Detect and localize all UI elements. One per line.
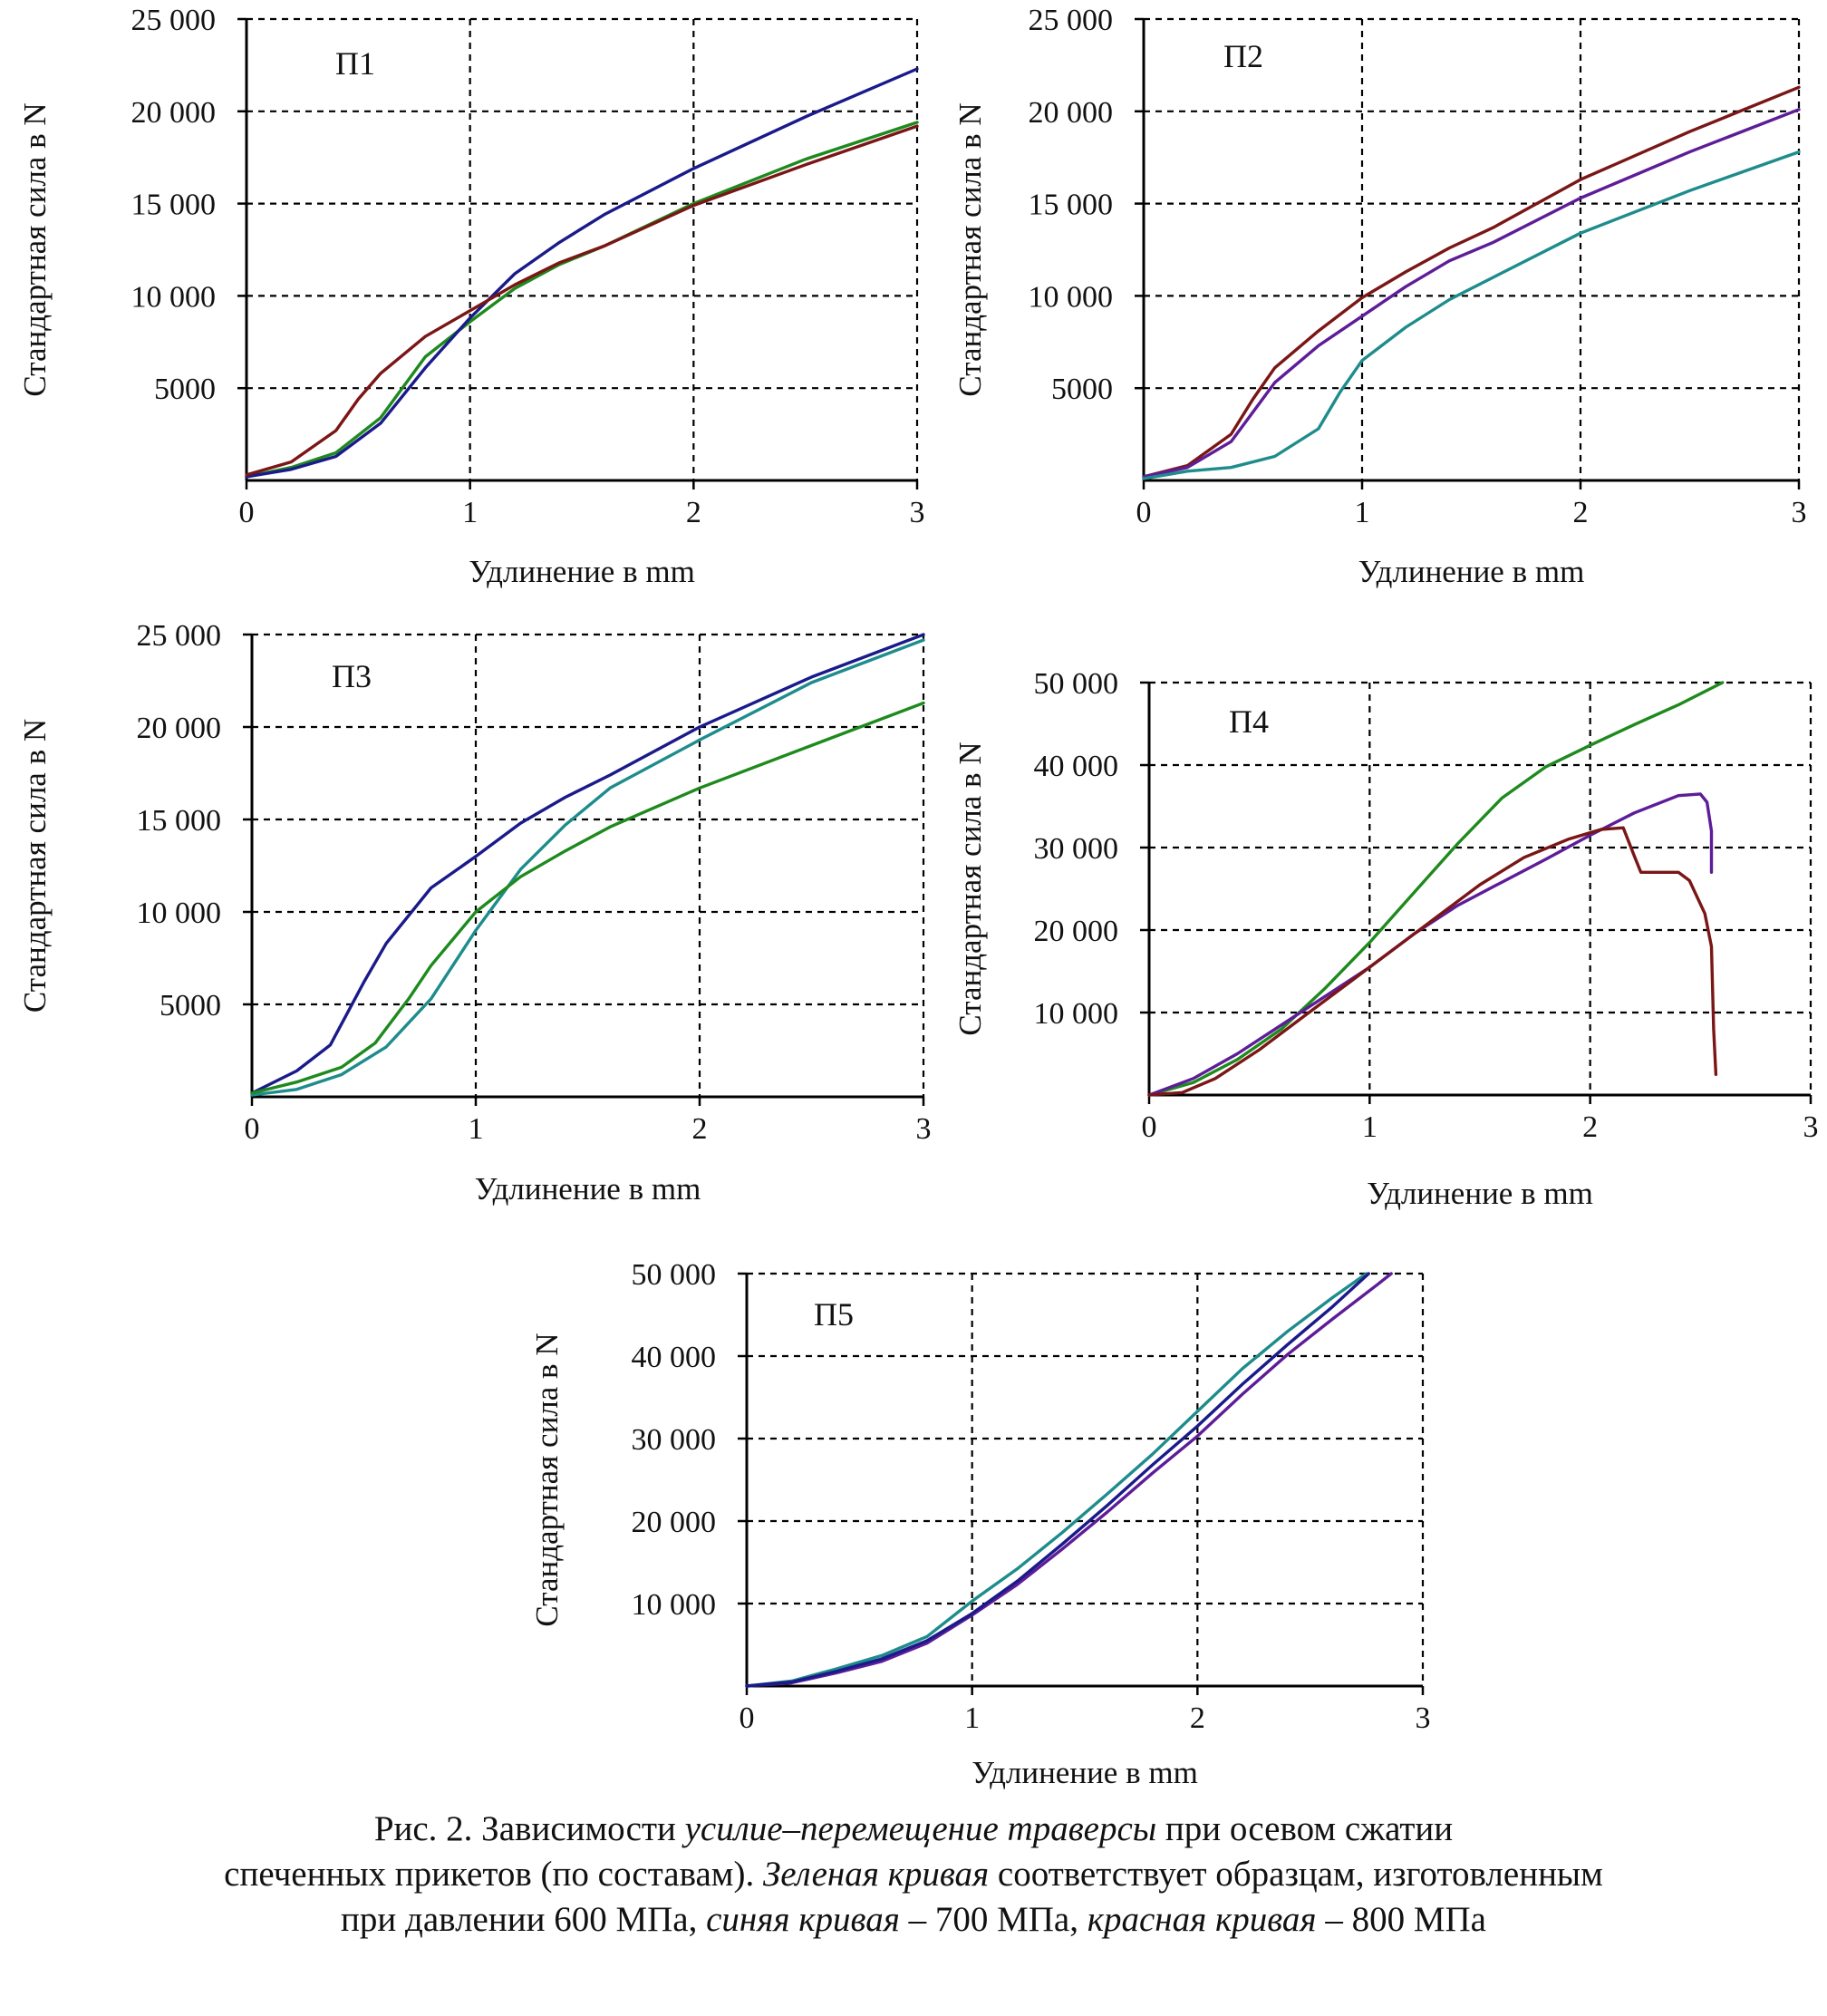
series-line-3 [245, 124, 919, 477]
y-tick-label: 15 000 [1029, 189, 1114, 222]
y-tick-label: 10 000 [632, 1588, 717, 1622]
x-tick-label: 0 [1136, 496, 1152, 529]
y-tick-label: 50 000 [1034, 667, 1119, 701]
x-tick-label: 0 [245, 1112, 260, 1146]
y-tick-label: 20 000 [632, 1506, 717, 1539]
x-tick-label: 0 [239, 496, 255, 529]
chart-p2: 0 1 2 3 5000 10 000 15 000 20 000 25 000 П2 Удлине… [952, 4, 1807, 589]
y-tick-label: 30 000 [1034, 832, 1119, 866]
caption-line-1: Рис. 2. Зависимости усилие–перемещение т… [373, 1809, 1454, 1848]
y-tick-label: 40 000 [632, 1341, 717, 1374]
y-tick-label: 10 000 [137, 897, 222, 930]
y-tick-label: 10 000 [1029, 280, 1114, 314]
y-tick-label: 25 000 [131, 4, 217, 37]
y-axis-title: Стандартная сила в N [529, 1333, 565, 1626]
series-line-3 [250, 701, 925, 1095]
series-line-1 [1147, 681, 1725, 1097]
y-tick-label: 25 000 [137, 619, 222, 653]
caption-line-2: спеченных прикетов (по составам). Зелена… [224, 1855, 1603, 1894]
series-line-3 [1142, 150, 1801, 480]
x-tick-label: 2 [1190, 1701, 1205, 1735]
y-axis-title: Стандартная сила в N [952, 741, 988, 1035]
x-axis-title: Удлинение в mm [475, 1171, 701, 1207]
y-tick-label: 20 000 [1029, 96, 1114, 130]
series-line-2 [1142, 108, 1801, 479]
y-axis-title: Стандартная сила в N [952, 102, 988, 396]
x-tick-label: 1 [462, 496, 478, 529]
x-tick-label: 3 [1416, 1701, 1431, 1735]
y-axis-title: Стандартная сила в N [17, 719, 53, 1013]
y-tick-label: 10 000 [1034, 997, 1119, 1031]
y-tick-label: 20 000 [137, 712, 222, 745]
y-tick-label: 10 000 [131, 280, 217, 314]
x-axis-title: Удлинение в mm [469, 554, 695, 589]
x-tick-label: 0 [740, 1701, 755, 1735]
y-tick-label: 15 000 [131, 189, 217, 222]
chart-p5: 0 1 2 3 10 000 20 000 30 000 40 000 50 000 П5 Удли… [529, 1258, 1431, 1790]
chart-p3: 0 1 2 3 5000 10 000 15 000 20 000 25 000 П3 Удлине… [17, 619, 932, 1207]
x-tick-label: 2 [1582, 1110, 1598, 1144]
x-tick-label: 2 [1573, 496, 1589, 529]
series-line-2 [245, 67, 919, 479]
y-tick-label: 15 000 [137, 804, 222, 838]
panel-label: П5 [814, 1296, 854, 1333]
y-tick-label: 30 000 [632, 1423, 717, 1457]
series-line-3 [1147, 826, 1718, 1097]
chart-p1: 0 1 2 3 5000 10 000 15 000 20 000 25 000 П1 Удлине… [17, 4, 925, 589]
x-axis-title: Удлинение в mm [972, 1755, 1198, 1790]
series-line-2 [1147, 792, 1714, 1097]
y-tick-label: 5000 [1051, 373, 1113, 406]
x-axis-title: Удлинение в mm [1367, 1176, 1593, 1211]
caption-line-3: при давлении 600 МПа, синяя кривая – 700… [341, 1900, 1486, 1939]
x-tick-label: 2 [686, 496, 701, 529]
figure-caption: Рис. 2. Зависимости усилие–перемещение т… [0, 1807, 1827, 1943]
panel-label: П3 [332, 658, 372, 694]
x-tick-label: 3 [916, 1112, 932, 1146]
series-line-1 [745, 1272, 1368, 1688]
y-tick-label: 5000 [160, 989, 221, 1023]
panel-label: П2 [1223, 38, 1263, 74]
panel-label: П4 [1229, 703, 1269, 740]
panel-label: П1 [335, 45, 375, 82]
y-tick-label: 25 000 [1029, 4, 1114, 37]
series-line-2 [745, 1272, 1393, 1688]
x-tick-label: 0 [1142, 1110, 1157, 1144]
y-tick-label: 50 000 [632, 1258, 717, 1292]
x-tick-label: 3 [1803, 1110, 1819, 1144]
x-tick-label: 1 [469, 1112, 484, 1146]
series-line-1 [250, 633, 925, 1095]
x-tick-label: 3 [910, 496, 925, 529]
series-line-2 [250, 638, 925, 1097]
y-tick-label: 40 000 [1034, 750, 1119, 783]
series-line-3 [745, 1272, 1370, 1688]
y-tick-label: 20 000 [131, 96, 217, 130]
y-tick-label: 20 000 [1034, 915, 1119, 948]
series-line-1 [245, 121, 919, 479]
x-tick-label: 1 [1362, 1110, 1378, 1144]
x-axis-title: Удлинение в mm [1358, 554, 1585, 589]
series-line-1 [1142, 85, 1801, 479]
x-tick-label: 2 [692, 1112, 708, 1146]
chart-p4: 0 1 2 3 10 000 20 000 30 000 40 000 50 000 П4 Удли… [952, 667, 1819, 1211]
y-tick-label: 5000 [154, 373, 216, 406]
x-tick-label: 3 [1792, 496, 1807, 529]
y-axis-title: Стандартная сила в N [17, 102, 53, 396]
x-tick-label: 1 [964, 1701, 980, 1735]
x-tick-label: 1 [1355, 496, 1370, 529]
